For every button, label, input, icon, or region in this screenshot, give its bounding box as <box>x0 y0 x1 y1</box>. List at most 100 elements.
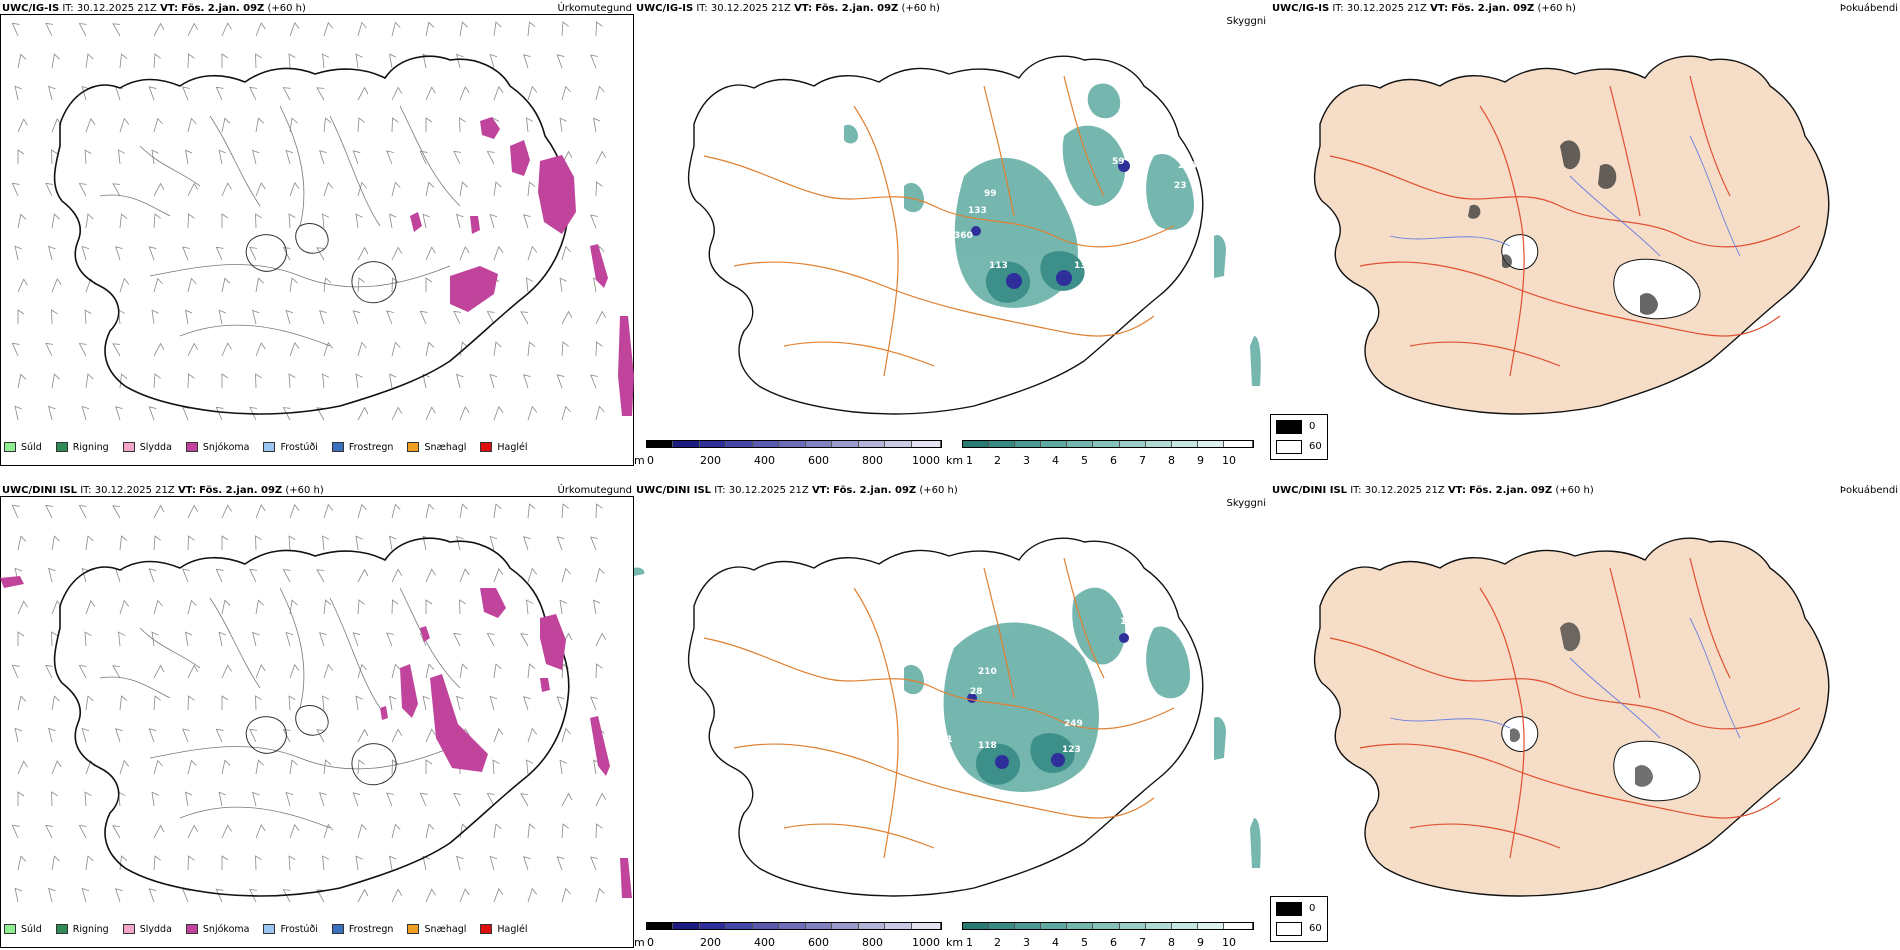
wind-barb <box>425 21 435 37</box>
svg-text:28: 28 <box>970 687 983 697</box>
wind-barb <box>493 568 504 583</box>
wind-barb <box>51 278 62 293</box>
wind-barb <box>523 696 531 711</box>
wind-barb <box>352 632 361 647</box>
legend-swatch <box>185 924 198 934</box>
wind-barb <box>288 213 296 229</box>
wind-barb <box>153 373 161 389</box>
wind-barb <box>81 85 90 101</box>
panel-header-top-right: UWC/IG-IS IT: 30.12.2025 21Z VT: Fös. 2.… <box>1272 3 1576 14</box>
legend-item: Haglél <box>480 924 528 935</box>
wind-barb <box>453 150 462 165</box>
wind-barb <box>316 889 325 903</box>
wind-barb <box>118 791 126 807</box>
precip-map-wrap-top: UWC/IG-IS IT: 30.12.2025 21Z VT: Fös. 2.… <box>0 0 634 466</box>
legend-item: Frostúði <box>263 924 318 935</box>
wind-barb <box>17 213 27 229</box>
wind-barb <box>391 663 401 679</box>
panel-title-visibility-bottom: Skyggni <box>1226 498 1266 509</box>
wind-barb <box>527 21 536 37</box>
wind-barb <box>119 277 130 293</box>
legend-item: Frostúði <box>263 442 318 453</box>
wind-barb <box>527 727 538 743</box>
wind-barb <box>425 181 435 197</box>
wind-barb <box>355 373 363 389</box>
wind-barb <box>148 406 157 421</box>
wind-barb <box>45 342 54 357</box>
wind-barb <box>218 149 226 165</box>
wind-barb <box>221 182 232 197</box>
wind-barb <box>389 855 397 871</box>
wind-barb <box>221 664 232 679</box>
wind-barb <box>453 632 462 647</box>
wind-barb <box>85 373 94 389</box>
legend-swatch <box>331 442 344 452</box>
svg-text:23: 23 <box>1174 181 1187 191</box>
wind-barb <box>17 855 27 871</box>
wind-barb <box>289 22 300 37</box>
wind-barb <box>255 695 262 711</box>
legend-item: Snæhagl <box>407 442 466 453</box>
wind-barb <box>112 505 121 519</box>
svg-text:181: 181 <box>934 735 953 745</box>
wind-barb <box>187 277 197 293</box>
wind-barb <box>249 728 258 743</box>
wind-barb <box>389 53 397 69</box>
wind-barb <box>391 568 403 583</box>
wind-barb <box>595 632 607 647</box>
wind-barb <box>255 664 266 679</box>
wind-barb <box>493 246 504 261</box>
wind-barb <box>119 599 130 615</box>
wind-barb <box>221 213 229 228</box>
wind-barb <box>112 183 121 197</box>
wind-barb <box>456 535 464 551</box>
wind-barb <box>527 85 538 101</box>
svg-text:278: 278 <box>1178 161 1197 171</box>
wind-barb <box>323 503 334 519</box>
panel-header-bottom-left: UWC/DINI ISL IT: 30.12.2025 21Z VT: Fös.… <box>2 485 324 496</box>
wind-barb <box>595 405 605 421</box>
wind-barb <box>45 182 54 197</box>
wind-barb <box>112 343 121 357</box>
fog-panel-bottom: UWC/DINI ISL IT: 30.12.2025 21Z VT: Fös.… <box>1270 482 1900 948</box>
precip-type-panel-top <box>0 14 634 466</box>
wind-barb <box>78 343 87 357</box>
wind-barb <box>78 665 87 679</box>
legend-swatch <box>122 924 135 934</box>
wind-barb <box>425 759 433 774</box>
wind-barb <box>221 504 232 519</box>
svg-text:21: 21 <box>1094 237 1107 247</box>
panel-header-bottom-right: UWC/DINI ISL IT: 30.12.2025 21Z VT: Fös.… <box>1272 485 1594 496</box>
svg-text:59: 59 <box>1112 157 1125 167</box>
wind-barb <box>151 309 159 325</box>
wind-barb <box>493 503 502 519</box>
wind-barb <box>425 117 433 132</box>
wind-barb <box>255 117 264 133</box>
wind-barb <box>590 696 598 711</box>
wind-barb <box>595 567 605 583</box>
wind-barb <box>391 406 403 421</box>
wind-barb <box>425 888 436 903</box>
wind-barb <box>357 21 367 37</box>
wind-barb <box>357 117 365 133</box>
svg-text:360: 360 <box>954 231 973 241</box>
svg-text:99: 99 <box>984 189 997 199</box>
wind-barb <box>425 568 436 583</box>
wind-barb <box>322 53 330 69</box>
wind-barb <box>391 503 401 519</box>
wind-barb <box>595 887 605 903</box>
legend-swatch <box>4 924 16 934</box>
wind-barb <box>526 759 534 775</box>
wind-barb <box>561 310 573 325</box>
wind-barb <box>221 824 232 839</box>
wind-barb <box>323 341 334 357</box>
wind-barb <box>527 341 536 357</box>
wind-barb <box>187 504 199 519</box>
wind-barb <box>48 85 56 101</box>
wind-barb <box>559 599 567 615</box>
wind-barb <box>459 599 466 615</box>
wind-barb <box>527 567 538 583</box>
wind-barb <box>355 855 363 871</box>
legend-swatch <box>480 442 493 452</box>
legend-swatch <box>263 442 276 452</box>
